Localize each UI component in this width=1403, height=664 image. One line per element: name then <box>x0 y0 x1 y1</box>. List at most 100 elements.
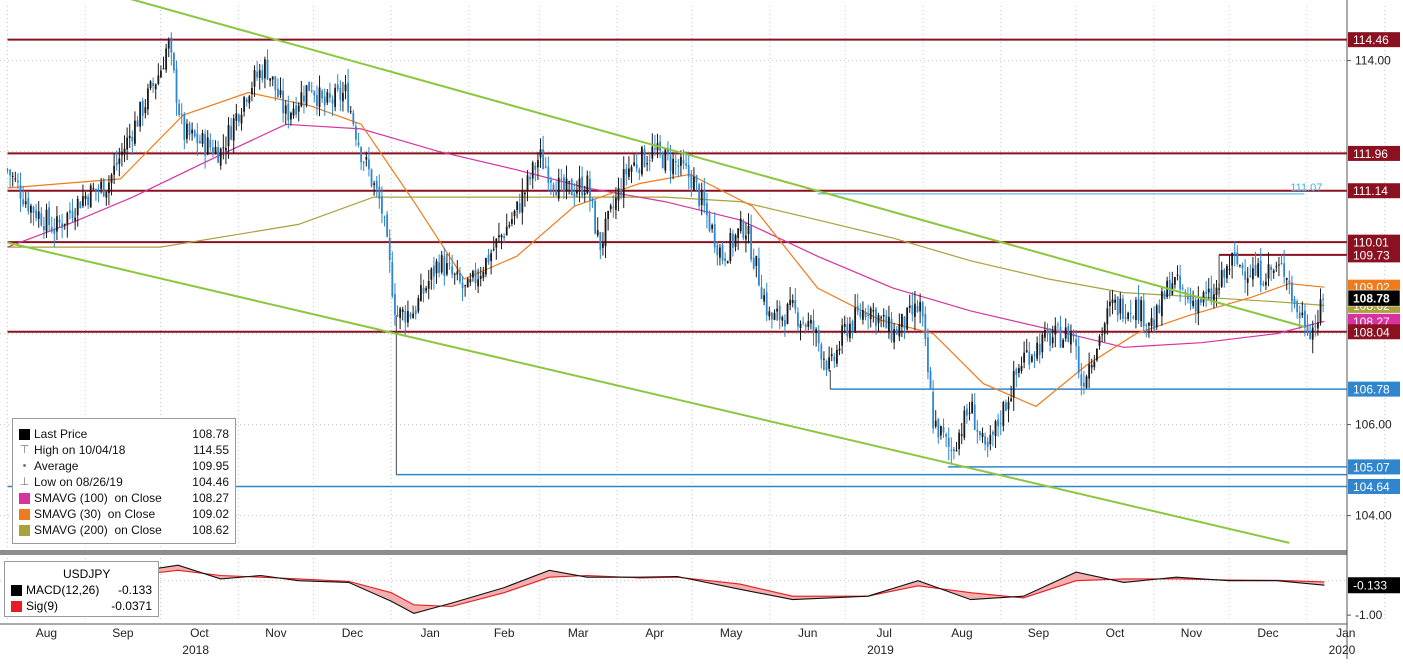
y-tick-label: 114.00 <box>1355 54 1391 68</box>
candle-body <box>126 137 129 150</box>
candle-body <box>934 420 937 427</box>
candle-body <box>56 216 58 232</box>
candle-body <box>1002 402 1005 426</box>
candle-body <box>555 190 558 196</box>
legend-value: 108.78 <box>192 427 229 441</box>
candle-body <box>802 322 805 324</box>
price-tag: 114.46 <box>1348 32 1400 48</box>
candle-body <box>482 271 485 278</box>
candle-body <box>1259 260 1262 286</box>
candle-body <box>453 273 456 275</box>
x-month-label: Nov <box>265 626 286 640</box>
candle-body <box>235 113 238 121</box>
candle-body <box>830 354 833 357</box>
x-month-label: Oct <box>1106 626 1125 640</box>
candle-body <box>308 81 311 91</box>
candle-body <box>591 198 594 202</box>
candle-body <box>849 323 851 339</box>
candle-body <box>1288 280 1291 283</box>
candle-body <box>856 305 859 312</box>
candle-body <box>664 149 667 171</box>
candle-body <box>862 310 864 320</box>
candle-body <box>430 268 433 280</box>
candle-body <box>271 76 274 80</box>
candle-body <box>1322 298 1325 300</box>
candle-body <box>383 216 386 218</box>
candle-body <box>937 418 940 438</box>
candle-body <box>1158 304 1161 313</box>
candle-body <box>253 70 256 87</box>
candle-body <box>1301 312 1304 316</box>
candle-body <box>716 245 719 256</box>
candle-body <box>30 205 32 213</box>
candle-body <box>1127 312 1130 319</box>
candle-body <box>248 96 251 104</box>
price-tag-label: 106.78 <box>1353 383 1390 397</box>
candle-body <box>375 180 378 189</box>
candle-body <box>245 99 248 103</box>
candle-body <box>446 263 448 275</box>
candle-body <box>157 75 160 84</box>
x-month-label: May <box>720 626 743 640</box>
candle-body <box>487 254 490 263</box>
candle-body <box>1124 316 1127 319</box>
candle-body <box>690 174 693 189</box>
candle-body <box>238 114 240 122</box>
price-tag-label: 109.73 <box>1353 248 1390 262</box>
candle-body <box>134 120 136 144</box>
candle-body <box>1233 252 1236 255</box>
candle-body <box>836 349 838 364</box>
candle-body <box>92 188 95 190</box>
candle-body <box>635 164 638 169</box>
candle-body <box>269 78 272 81</box>
x-month-label: Sep <box>1028 626 1050 640</box>
legend-row: SMAVG (30) on Close 109.02 <box>19 506 229 522</box>
candle-body <box>651 146 654 159</box>
candle-body <box>1293 298 1296 304</box>
candle-body <box>693 176 695 191</box>
candle-body <box>1239 265 1241 267</box>
candle-body <box>1041 334 1044 353</box>
candle-body <box>141 100 144 116</box>
candle-body <box>394 294 396 315</box>
price-tag-label: 111.96 <box>1353 147 1388 161</box>
candle-body <box>1296 301 1299 313</box>
candle-body <box>568 181 571 183</box>
candle-body <box>1018 367 1020 373</box>
candle-body <box>277 88 279 97</box>
candle-body <box>955 450 958 452</box>
candle-body <box>654 148 656 150</box>
macd-legend-title: USDJPY <box>63 567 111 581</box>
candle-body <box>615 197 617 210</box>
candle-body <box>914 303 916 317</box>
candle-body <box>589 178 591 201</box>
legend-label: SMAVG (30) on Close <box>34 507 156 521</box>
macd-tag: -0.133 <box>1348 577 1400 594</box>
candle-body <box>360 147 363 163</box>
price-tag-bg <box>1348 145 1400 161</box>
candle-body <box>1033 354 1036 356</box>
y-tick-label: 104.00 <box>1355 509 1392 523</box>
candle-body <box>1249 275 1252 277</box>
candle-body <box>469 279 472 283</box>
legend-swatch <box>19 524 30 536</box>
candle-body <box>212 147 214 155</box>
candle-body <box>841 325 844 346</box>
candle-body <box>1106 308 1109 325</box>
candle-body <box>24 201 27 205</box>
candle-body <box>672 158 675 175</box>
candle-body <box>825 361 828 371</box>
candle-body <box>617 188 620 201</box>
macd-legend-label: Sig(9) <box>26 599 59 613</box>
candle-body <box>919 301 922 312</box>
macd-tag-label: -0.133 <box>1353 579 1387 593</box>
candle-body <box>687 164 690 177</box>
candle-body <box>776 308 779 312</box>
candle-body <box>1077 346 1080 373</box>
candle-body <box>79 202 82 209</box>
candle-body <box>1218 288 1221 290</box>
candle-body <box>97 188 100 190</box>
candle-body <box>435 261 438 274</box>
candle-body <box>1278 264 1280 266</box>
candle-body <box>53 229 56 234</box>
